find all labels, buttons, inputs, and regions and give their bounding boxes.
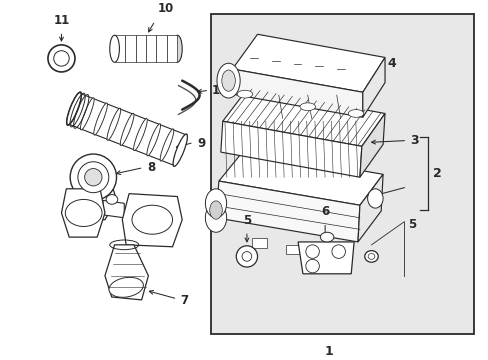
Text: 6: 6 (320, 205, 328, 218)
Ellipse shape (205, 203, 226, 232)
Ellipse shape (94, 103, 107, 135)
Circle shape (331, 245, 345, 258)
Ellipse shape (146, 124, 160, 156)
Ellipse shape (160, 129, 173, 161)
Polygon shape (61, 189, 105, 237)
Polygon shape (122, 194, 182, 247)
Ellipse shape (205, 189, 226, 218)
Bar (114, 35, 125, 62)
Text: 5: 5 (243, 215, 250, 228)
Ellipse shape (67, 93, 81, 125)
Ellipse shape (81, 98, 94, 130)
Text: 8: 8 (147, 161, 155, 174)
Polygon shape (221, 121, 361, 177)
Ellipse shape (367, 189, 382, 208)
Circle shape (305, 245, 319, 258)
Polygon shape (232, 34, 384, 92)
Bar (166, 35, 177, 62)
Ellipse shape (132, 205, 172, 234)
Bar (319, 252, 334, 261)
Text: 12: 12 (212, 84, 228, 97)
Polygon shape (357, 174, 382, 242)
Text: 9: 9 (197, 137, 205, 150)
Text: 10: 10 (158, 2, 174, 15)
Ellipse shape (173, 134, 187, 166)
Bar (156, 35, 166, 62)
Bar (285, 245, 301, 255)
Circle shape (78, 162, 108, 193)
Ellipse shape (222, 70, 235, 91)
Ellipse shape (347, 109, 363, 117)
Circle shape (305, 259, 319, 273)
Polygon shape (105, 245, 148, 300)
Ellipse shape (320, 232, 333, 242)
Polygon shape (223, 88, 384, 146)
Polygon shape (219, 150, 382, 205)
Bar (135, 35, 146, 62)
Ellipse shape (106, 195, 118, 204)
Circle shape (242, 252, 251, 261)
Ellipse shape (133, 118, 147, 151)
Ellipse shape (237, 90, 252, 98)
Polygon shape (103, 201, 124, 218)
Ellipse shape (300, 103, 315, 111)
Polygon shape (298, 242, 353, 274)
Text: 11: 11 (53, 14, 69, 27)
Text: 4: 4 (386, 57, 395, 70)
Ellipse shape (172, 35, 182, 62)
Text: 3: 3 (409, 134, 418, 147)
Ellipse shape (69, 195, 81, 204)
Ellipse shape (109, 35, 119, 62)
Circle shape (84, 168, 102, 186)
Polygon shape (74, 177, 116, 220)
Bar (146, 35, 156, 62)
Polygon shape (362, 58, 384, 117)
Ellipse shape (120, 113, 134, 145)
Ellipse shape (217, 63, 240, 98)
Ellipse shape (209, 201, 222, 219)
Bar (211, 14, 472, 334)
Ellipse shape (65, 199, 102, 226)
Text: 1: 1 (325, 346, 333, 359)
Ellipse shape (107, 108, 121, 140)
Bar (125, 35, 135, 62)
Ellipse shape (109, 277, 143, 297)
Polygon shape (359, 113, 384, 177)
Text: 5: 5 (407, 218, 416, 231)
Polygon shape (232, 69, 362, 117)
Ellipse shape (367, 253, 374, 259)
Ellipse shape (364, 251, 378, 262)
Circle shape (70, 154, 116, 201)
Text: 2: 2 (432, 167, 441, 180)
Ellipse shape (173, 134, 187, 166)
Text: 7: 7 (180, 294, 188, 307)
Ellipse shape (67, 93, 81, 125)
Bar (251, 238, 266, 248)
Circle shape (236, 246, 257, 267)
Polygon shape (216, 181, 359, 242)
